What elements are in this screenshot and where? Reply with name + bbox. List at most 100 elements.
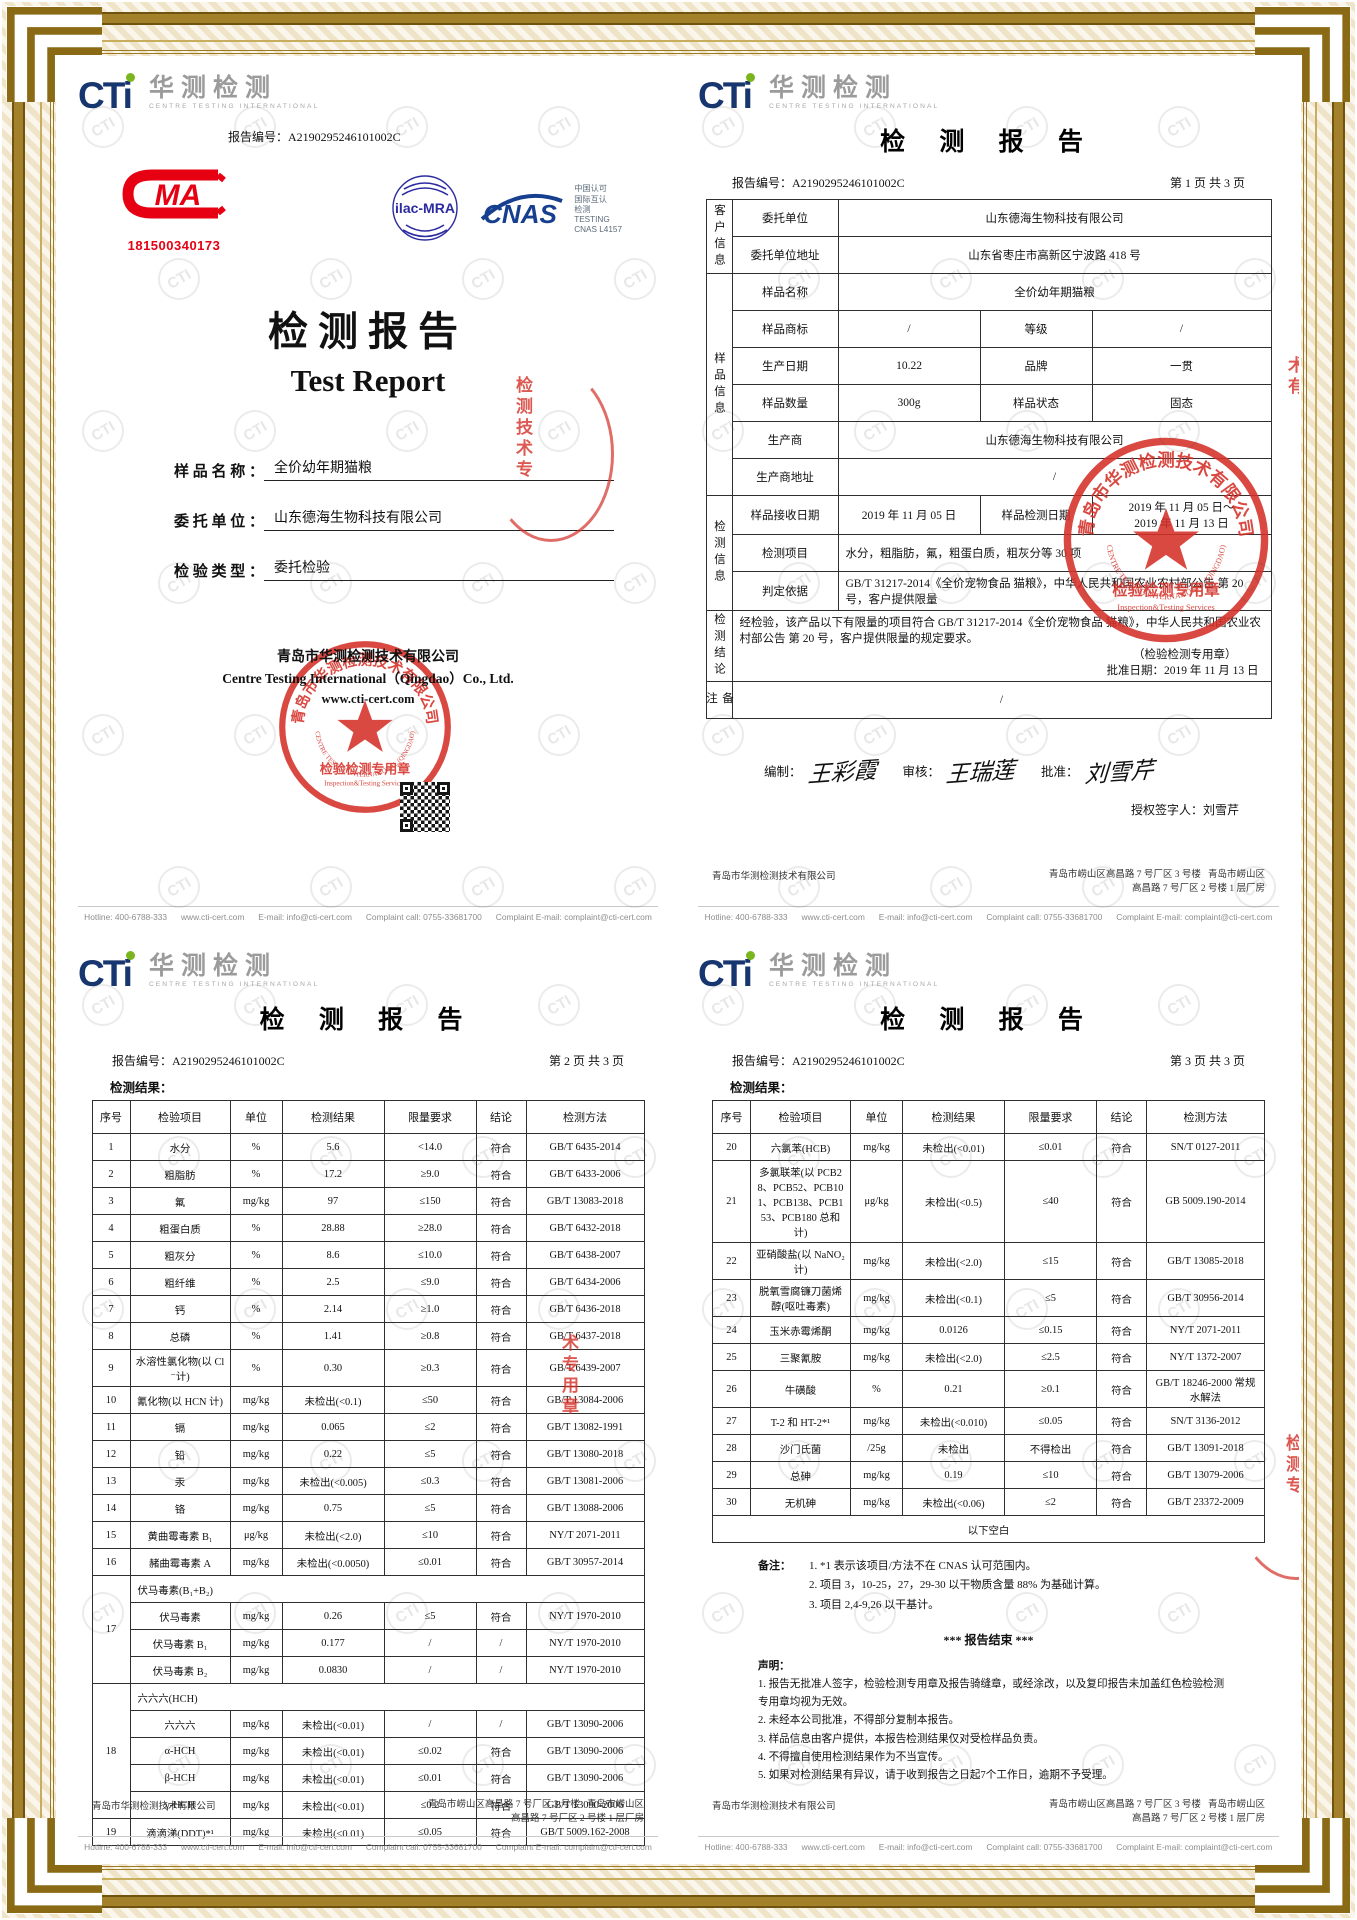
qr-code bbox=[400, 782, 450, 832]
sample-name-value: 全价幼年期猫粮 bbox=[264, 457, 614, 481]
table-cell: ≤10 bbox=[1004, 1461, 1097, 1489]
table-row: 28 沙门氏菌/25g 未检出 不得检出 符合 GB/T 13091-2018 bbox=[712, 1434, 1265, 1462]
cti-logo-dot-icon bbox=[125, 950, 135, 960]
table-cell: mg/kg bbox=[229, 1494, 283, 1522]
cnas-icon: CNAS bbox=[480, 193, 563, 229]
ilac-mra-logo: ilac-MRA bbox=[390, 173, 460, 248]
cti-logo-dot-icon bbox=[745, 950, 755, 960]
table-cell: 10.22 bbox=[837, 347, 981, 385]
table-cell: 3 bbox=[91, 1187, 131, 1215]
table-cell: 未检出(<0.1) bbox=[281, 1386, 385, 1414]
cti-logo-dot-icon bbox=[125, 72, 135, 82]
table-row: 检测结论 经检验，该产品以下有限量的项目符合 GB/T 31217-2014《全价… bbox=[705, 610, 1272, 682]
table-cell: 多氯联苯(以 PCB28、PCB52、PCB101、PCB138、PCB153、… bbox=[750, 1160, 851, 1243]
cti-logo: CTi 华测检测 CENTRE TESTING INTERNATIONAL bbox=[698, 944, 1279, 992]
table-cell: / bbox=[731, 681, 1272, 719]
table-cell: 10 bbox=[91, 1386, 131, 1414]
table-row: 6 粗纤维% 2.5 ≤9.0 符合 GB/T 6434-2006 bbox=[91, 1268, 645, 1296]
table-cell: GB/T 6432-2018 bbox=[525, 1214, 645, 1242]
table-row: 样品信息 样品名称 全价幼年期猫粮 bbox=[705, 273, 1272, 496]
table-cell: 符合 bbox=[1096, 1242, 1147, 1280]
table-cell: / bbox=[837, 458, 1272, 496]
table-cell: 山东德海生物科技有限公司 bbox=[837, 421, 1272, 459]
table-cell: GB/T 6434-2006 bbox=[525, 1268, 645, 1296]
cti-logo-text: CTi bbox=[78, 952, 133, 994]
ilac-mra-icon: ilac-MRA bbox=[392, 174, 458, 241]
table-row: 11 镉 mg/kg 0.065 ≤2 符合 GB/T 13082-1991 bbox=[91, 1413, 645, 1441]
column-header: 检测结果 bbox=[281, 1100, 385, 1134]
report-pages-grid: CTi 华测检测 CENTRE TESTING INTERNATIONAL 报告… bbox=[58, 56, 1299, 1864]
table-cell: 1.41 bbox=[281, 1322, 385, 1350]
table-cell: 符合 bbox=[1096, 1488, 1147, 1516]
table-row: 18 六六六(HCH) bbox=[91, 1683, 645, 1819]
table-cell: NY/T 2071-2011 bbox=[1146, 1316, 1265, 1344]
column-header: 限量要求 bbox=[1004, 1100, 1097, 1134]
table-cell: 检测信息 bbox=[705, 495, 733, 611]
table-cell: 山东省枣庄市高新区宁波路 418 号 bbox=[837, 236, 1272, 274]
table-cell: 0.0830 bbox=[281, 1656, 385, 1684]
lab-company-name: 青岛市华测检测技术有限公司 bbox=[92, 1801, 216, 1812]
table-cell: μg/kg bbox=[850, 1160, 903, 1243]
remark-item: 2. 项目 3，10-25，27，29-30 以干物质含量 88% 为基础计算。 bbox=[809, 1579, 1106, 1592]
table-cell: mg/kg bbox=[850, 1461, 903, 1489]
table-cell: 水分 bbox=[129, 1133, 231, 1161]
table-cell: 6 bbox=[91, 1268, 131, 1296]
table-cell: ≤10 bbox=[383, 1521, 477, 1549]
table-cell: 21 bbox=[712, 1160, 751, 1243]
table-cell: % bbox=[229, 1349, 283, 1387]
table-cell: 样品数量 bbox=[731, 384, 839, 422]
remark-item: 1. *1 表示该项目/方法不在 CNAS 认可范围内。 bbox=[809, 1560, 1037, 1572]
table-cell: 2.5 bbox=[281, 1268, 385, 1296]
results-label: 检测结果： bbox=[110, 1081, 173, 1095]
table-cell: 符合 bbox=[475, 1214, 527, 1242]
table-cell: 样品检测日期 bbox=[979, 495, 1093, 535]
issuer-company-cn: 青岛市华测检测技术有限公司 bbox=[277, 650, 459, 665]
table-cell: 三聚氰胺 bbox=[750, 1343, 851, 1371]
table-cell: 符合 bbox=[475, 1386, 527, 1414]
page-footer: 青岛市华测检测技术有限公司 青岛市崂山区高昌路 7 号厂区 3 号楼 青岛市崂山… bbox=[698, 1798, 1279, 1859]
table-cell: GB/T 18246-2000 常规水解法 bbox=[1146, 1370, 1265, 1408]
title-english: Test Report bbox=[290, 363, 446, 398]
table-cell: 0.0126 bbox=[902, 1316, 1005, 1344]
report-number: 报告编号：A2190295246101002C bbox=[732, 1054, 905, 1068]
table-cell: 符合 bbox=[475, 1241, 527, 1269]
table-cell: 六六六(HCH) bbox=[129, 1683, 645, 1711]
table-row: 3 氟 mg/kg 97 ≤150 符合 GB/T 13083-2018 bbox=[91, 1187, 645, 1215]
table-row: 2 粗脂肪% 17.2 ≥9.0 符合 GB/T 6433-2006 bbox=[91, 1160, 645, 1188]
table-cell: 脱氧雪腐镰刀菌烯醇(呕吐毒素) bbox=[750, 1279, 851, 1317]
column-header: 序号 bbox=[91, 1100, 131, 1134]
table-row: 8 总磷% 1.41 ≥0.8 符合 GB/T 6437-2018 bbox=[91, 1322, 645, 1350]
hotline-footer: Hotline: 400-6788-333 www.cti-cert.com E… bbox=[698, 906, 1279, 928]
test-results-table: 序号 检验项目 单位 检测结果 限量要求 结论 检测方法 1 水分% 5.6 <14.0 符合 GB/T… bbox=[91, 1100, 645, 1846]
column-header: 结论 bbox=[1096, 1100, 1147, 1134]
table-cell: 15 bbox=[91, 1521, 131, 1549]
hotline-footer: Hotline: 400-6788-333 www.cti-cert.com E… bbox=[78, 1836, 658, 1858]
table-cell: 14 bbox=[91, 1494, 131, 1522]
table-cell: 未检出(<0.1) bbox=[902, 1279, 1005, 1317]
table-cell: 生产商地址 bbox=[731, 458, 839, 496]
table-cell: mg/kg bbox=[229, 1413, 283, 1441]
table-cell: <14.0 bbox=[383, 1133, 477, 1161]
lab-company-name: 青岛市华测检测技术有限公司 bbox=[712, 1801, 836, 1812]
table-cell: mg/kg bbox=[229, 1629, 283, 1657]
issuer-company-block: 青岛市华测检测技术有限公司 Centre Testing Internation… bbox=[78, 647, 658, 709]
column-header: 检测结果 bbox=[902, 1100, 1005, 1134]
table-cell: 伏马毒素 B₁ bbox=[129, 1629, 231, 1657]
table-cell: 符合 bbox=[1096, 1407, 1147, 1435]
column-header: 检测方法 bbox=[1146, 1100, 1265, 1134]
cti-logo-english: CENTRE TESTING INTERNATIONAL bbox=[148, 103, 320, 110]
table-cell: mg/kg bbox=[229, 1467, 283, 1495]
table-cell: 总砷 bbox=[750, 1461, 851, 1489]
statement-item: 2. 未经本公司批准，不得部分复制本报告。 bbox=[758, 1715, 960, 1727]
table-row: 生产商 山东德海生物科技有限公司 bbox=[706, 421, 1272, 459]
table-cell: 以下空白 bbox=[712, 1515, 1265, 1543]
table-cell: 未检出(<0.01) bbox=[281, 1818, 385, 1846]
table-cell: 伏马毒素(B₁+B₂) bbox=[129, 1575, 645, 1603]
table-row: 生产商地址 / bbox=[706, 458, 1272, 496]
table-row: 27 T-2 和 HT-2*¹ mg/kg 未检出(<0.010) ≤0.05 符合 SN/… bbox=[712, 1407, 1265, 1435]
statement-item: 1. 报告无批准人签字，检验检测专用章及报告骑缝章，或经涂改，以及复印报告未加盖… bbox=[758, 1678, 1225, 1709]
table-row: 15 黄曲霉毒素 B₁ μg/kg 未检出(<2.0) ≤10 符合 NY/T 2071-2… bbox=[91, 1521, 645, 1549]
table-cell: 25 bbox=[712, 1343, 751, 1371]
page-title: 检 测 报 告 bbox=[880, 129, 1097, 156]
table-cell: 2.14 bbox=[281, 1295, 385, 1323]
